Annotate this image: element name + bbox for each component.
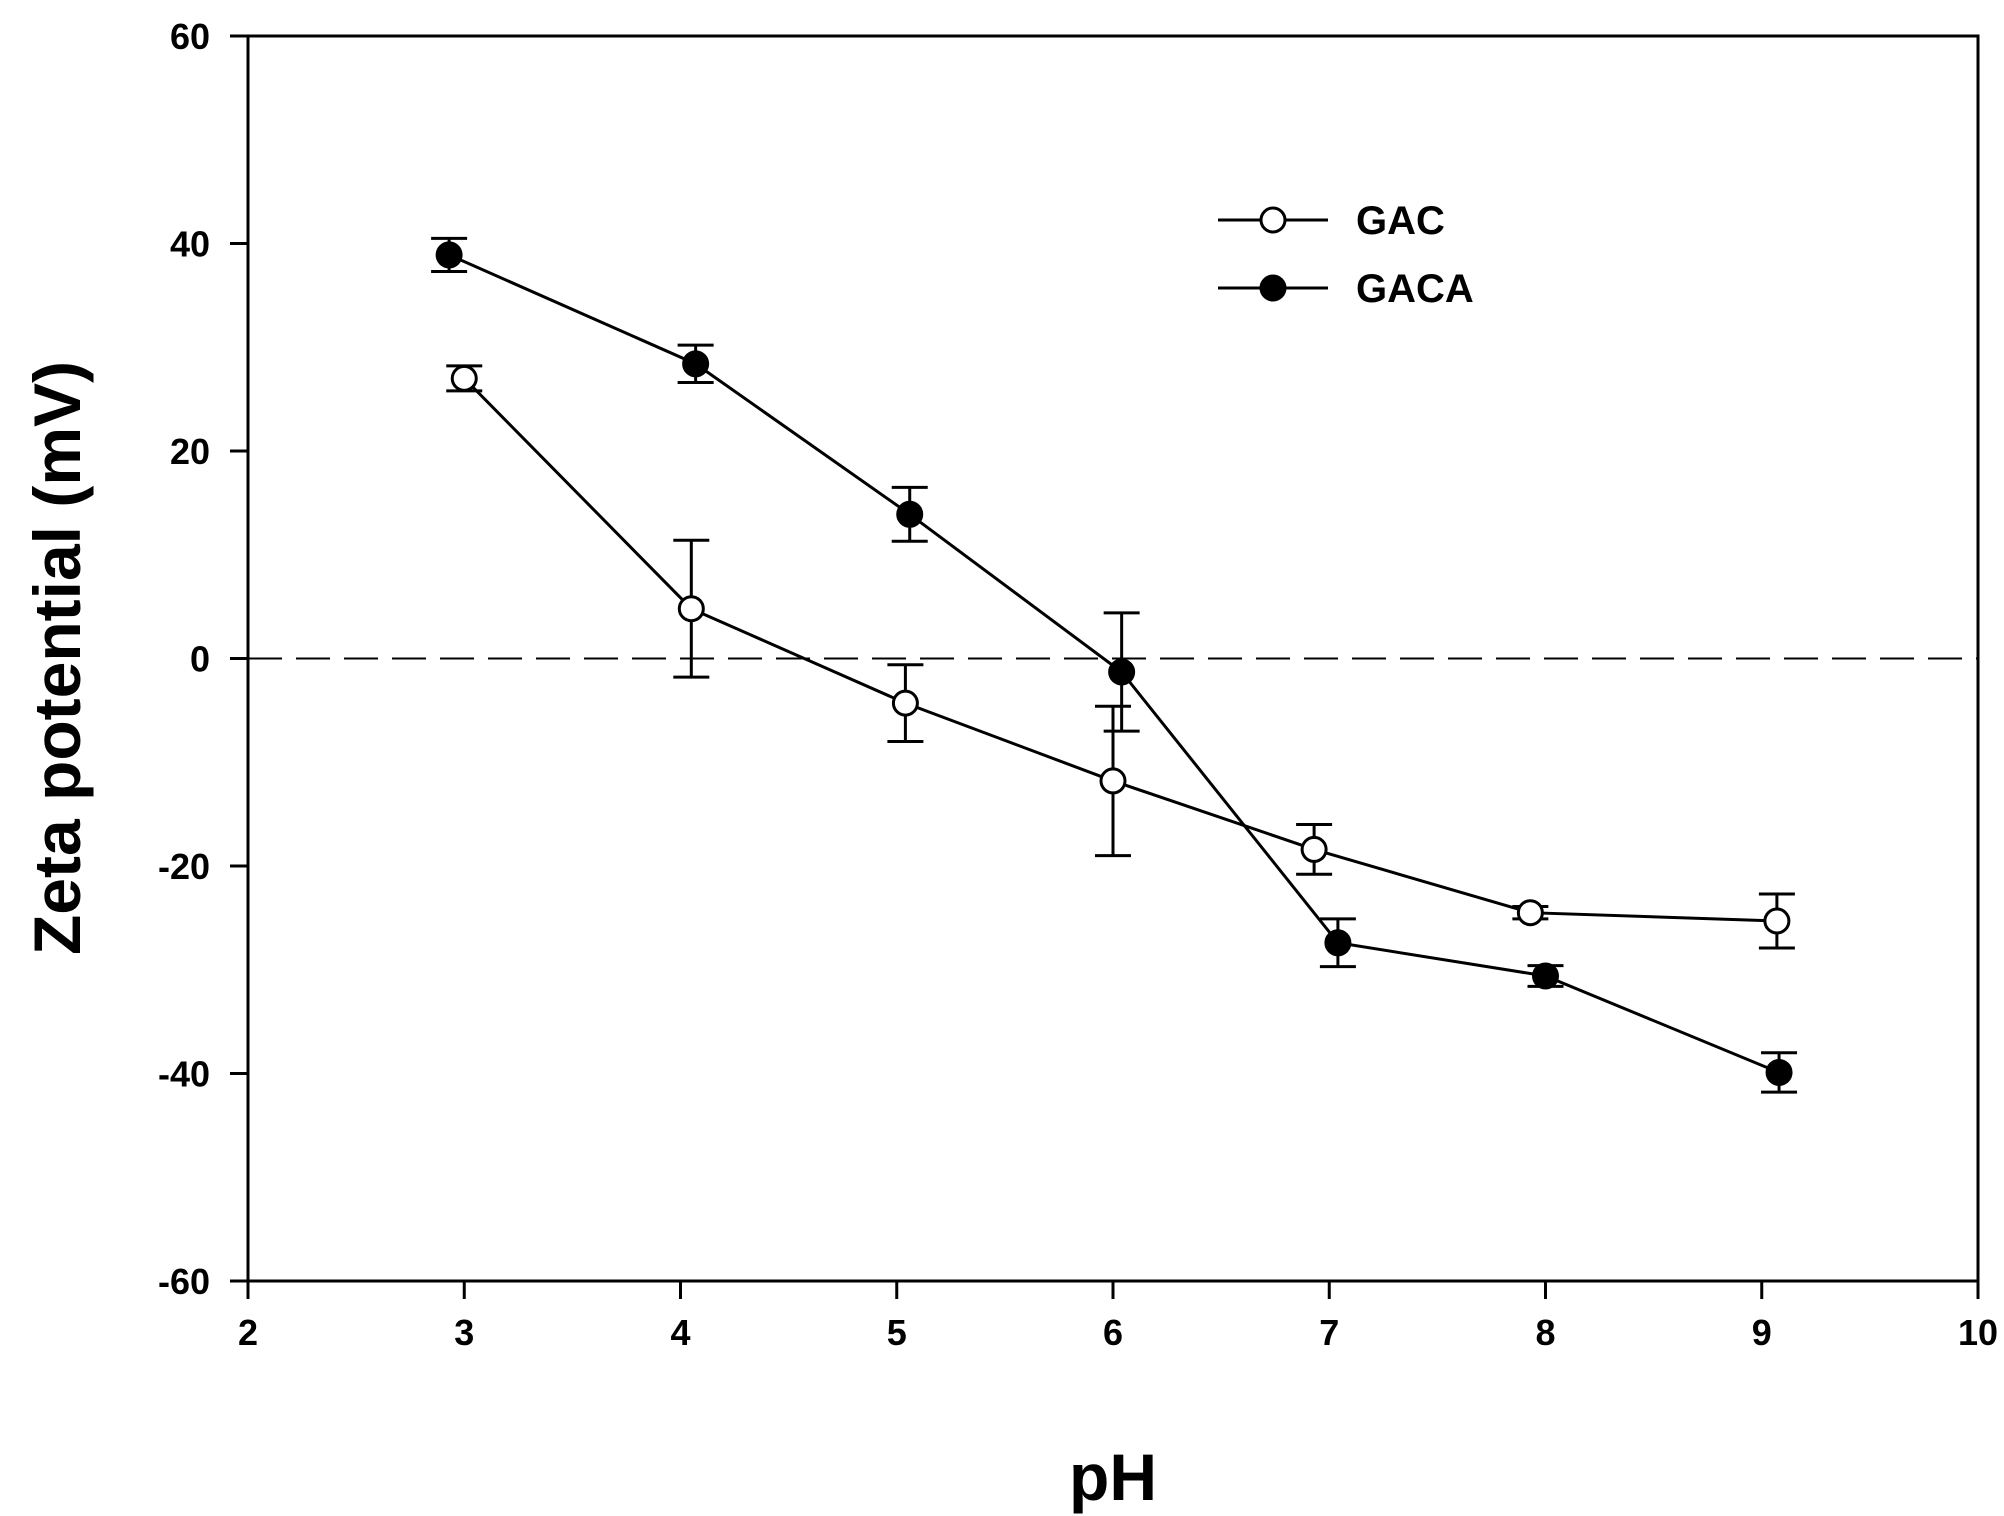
x-tick-label: 9 [1752,1312,1772,1353]
legend-item-gac: GAC [1218,199,1445,243]
x-tick-label: 6 [1103,1312,1123,1353]
data-point-gaca [1324,929,1352,957]
x-tick-label: 8 [1535,1312,1555,1353]
series-gaca [431,236,1798,1094]
x-tick-label: 4 [670,1312,690,1353]
x-tick-label: 7 [1319,1312,1339,1353]
data-point-gac [1300,835,1328,863]
y-tick-label: -60 [158,1261,210,1302]
y-tick-label: 40 [170,224,210,265]
data-point-gac [450,364,478,392]
y-tick-label: 60 [170,16,210,57]
y-tick-label: -20 [158,846,210,887]
data-point-gac [1763,907,1791,935]
data-point-gac [1099,767,1127,795]
y-tick-label: -40 [158,1054,210,1095]
data-point-gac [677,595,705,623]
x-tick-label: 3 [454,1312,474,1353]
x-tick-label: 5 [887,1312,907,1353]
x-axis-title: pH [1069,1440,1157,1514]
legend-label-gac: GAC [1356,199,1445,243]
y-tick-label: 0 [190,639,210,680]
legend-label-gaca: GACA [1356,267,1474,311]
data-point-gaca [682,350,710,378]
legend-item-gaca: GACA [1218,267,1474,311]
data-point-gaca [896,500,924,528]
legend-marker-gaca [1259,274,1287,302]
series-gac [446,364,1795,950]
data-point-gac [891,689,919,717]
data-point-gaca [1108,658,1136,686]
x-tick-label: 2 [238,1312,258,1353]
legend-marker-gac [1259,206,1287,234]
data-point-gaca [1765,1058,1793,1086]
data-point-gac [1516,899,1544,927]
data-point-gaca [1532,962,1559,990]
y-axis-title: Zeta potential (mV) [20,361,94,955]
x-tick-label: 10 [1958,1312,1998,1353]
y-tick-label: 20 [170,431,210,472]
data-point-gaca [435,241,463,269]
